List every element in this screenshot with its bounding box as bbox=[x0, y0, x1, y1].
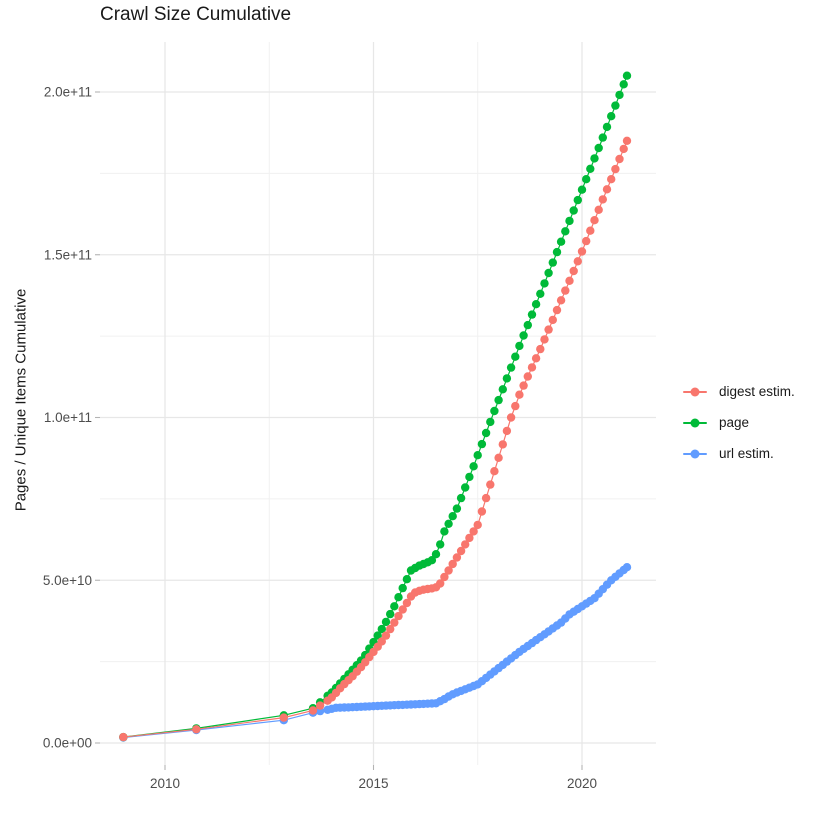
legend-item-page: page bbox=[683, 407, 795, 438]
y-tick-label: 0.0e+00 bbox=[43, 736, 92, 751]
y-tick-label: 5.0e+10 bbox=[43, 573, 92, 588]
chart-title: Crawl Size Cumulative bbox=[100, 4, 292, 25]
legend-label: digest estim. bbox=[719, 384, 795, 399]
x-tick-label: 2010 bbox=[150, 776, 180, 791]
panel-background bbox=[100, 42, 656, 765]
y-tick-label: 2.0e+11 bbox=[44, 85, 92, 100]
legend-key-page-icon bbox=[683, 417, 707, 428]
series-digest-estim-points bbox=[119, 136, 632, 742]
legend-key-digest-estim-icon bbox=[683, 386, 707, 397]
legend-item-url-estim: url estim. bbox=[683, 438, 795, 469]
x-tick-label: 2020 bbox=[567, 776, 597, 791]
y-tick-label: 1.5e+11 bbox=[44, 247, 92, 262]
legend-item-digest-estim: digest estim. bbox=[683, 376, 795, 407]
legend-key-url-estim-icon bbox=[683, 448, 707, 459]
y-axis-title: Pages / Unique Items Cumulative bbox=[12, 288, 30, 512]
legend-label: page bbox=[719, 415, 750, 430]
series-url-estim-points bbox=[119, 563, 632, 742]
y-tick-label: 1.0e+11 bbox=[44, 410, 92, 425]
legend: digest estim. page url estim. bbox=[683, 376, 795, 469]
x-tick-label: 2015 bbox=[358, 776, 388, 791]
legend-label: url estim. bbox=[719, 446, 774, 461]
series-page-points bbox=[119, 71, 632, 742]
